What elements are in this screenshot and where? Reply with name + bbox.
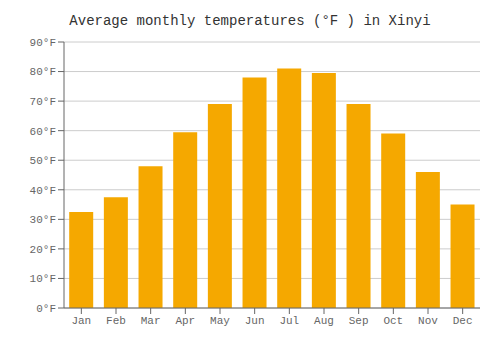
svg-text:30°F: 30°F	[30, 214, 56, 226]
svg-text:Dec: Dec	[453, 315, 473, 327]
svg-text:Jan: Jan	[71, 315, 91, 327]
svg-text:Aug: Aug	[314, 315, 334, 327]
svg-text:40°F: 40°F	[30, 185, 56, 197]
svg-text:80°F: 80°F	[30, 66, 56, 78]
svg-text:0°F: 0°F	[36, 303, 56, 315]
svg-text:Mar: Mar	[141, 315, 161, 327]
svg-text:60°F: 60°F	[30, 126, 56, 138]
svg-text:50°F: 50°F	[30, 155, 56, 167]
svg-text:Nov: Nov	[418, 315, 438, 327]
svg-text:Feb: Feb	[106, 315, 126, 327]
svg-text:70°F: 70°F	[30, 96, 56, 108]
svg-text:10°F: 10°F	[30, 273, 56, 285]
svg-text:May: May	[210, 315, 230, 327]
svg-text:Jul: Jul	[279, 315, 299, 327]
svg-text:Jun: Jun	[245, 315, 265, 327]
svg-text:90°F: 90°F	[30, 37, 56, 49]
svg-text:Sep: Sep	[349, 315, 369, 327]
html-text:Average monthly temperatures (: Average monthly temperatures (°F ) in Xi…	[69, 13, 431, 29]
svg-text:20°F: 20°F	[30, 244, 56, 256]
svg-text:Apr: Apr	[175, 315, 195, 327]
svg-text:Oct: Oct	[383, 315, 403, 327]
